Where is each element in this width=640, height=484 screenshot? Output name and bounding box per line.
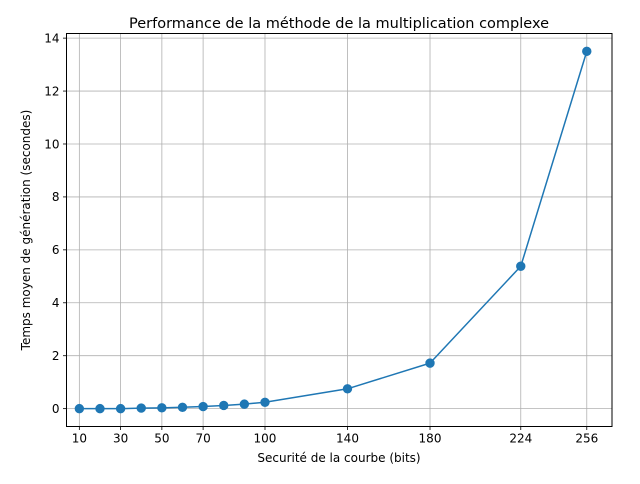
x-tick-label: 256 — [575, 432, 598, 446]
data-point — [136, 403, 146, 413]
x-tick-label: 30 — [113, 432, 128, 446]
y-tick-label: 10 — [44, 137, 59, 151]
data-point — [219, 400, 229, 411]
y-tick-label: 12 — [44, 84, 59, 98]
plot-frame — [66, 33, 613, 427]
x-tick-label: 100 — [254, 432, 277, 446]
x-tick-label: 140 — [336, 432, 359, 446]
x-axis-title: Securité de la courbe (bits) — [257, 451, 420, 465]
series-line — [79, 51, 588, 410]
data-point — [198, 401, 208, 412]
grid-layer — [66, 33, 612, 427]
y-tick-label: 14 — [44, 31, 59, 45]
chart-title: Performance de la méthode de la multipli… — [129, 16, 549, 32]
data-point — [260, 397, 270, 407]
y-tick-label: 8 — [52, 190, 60, 204]
y-axis-title: Temps moyen de génération (secondes) — [19, 110, 33, 352]
data-point — [582, 46, 592, 57]
y-tick-label: 0 — [52, 402, 60, 416]
data-point — [342, 384, 353, 394]
data-point — [115, 403, 126, 414]
x-tick-label: 180 — [419, 432, 442, 446]
y-tick-label: 2 — [52, 349, 60, 363]
y-tick-label: 6 — [52, 243, 60, 257]
x-tick-label: 10 — [72, 432, 87, 446]
data-point — [95, 403, 105, 414]
data-point — [157, 403, 167, 413]
data-point — [177, 402, 188, 413]
tick-layer: 10 30 50 70 100 140 180 224 256 0 2 4 6 8 10 12 14 — [44, 31, 598, 445]
data-point — [516, 261, 526, 271]
x-tick-label: 70 — [195, 432, 210, 446]
data-point — [74, 403, 85, 414]
x-tick-label: 224 — [509, 432, 532, 446]
series-layer — [74, 46, 592, 414]
data-point — [425, 358, 435, 368]
data-point — [239, 399, 250, 409]
x-tick-label: 50 — [154, 432, 169, 446]
y-tick-label: 4 — [52, 296, 60, 310]
